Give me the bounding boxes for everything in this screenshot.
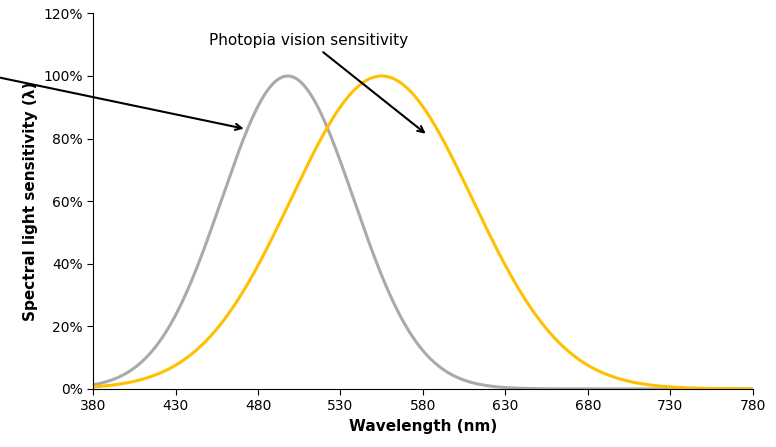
- X-axis label: Wavelength (nm): Wavelength (nm): [348, 419, 497, 434]
- Y-axis label: Spectral light sensitivity (λ): Spectral light sensitivity (λ): [23, 81, 38, 321]
- Text: Scotopic vision sensitivity: Scotopic vision sensitivity: [0, 33, 241, 130]
- Text: Photopia vision sensitivity: Photopia vision sensitivity: [209, 33, 424, 132]
